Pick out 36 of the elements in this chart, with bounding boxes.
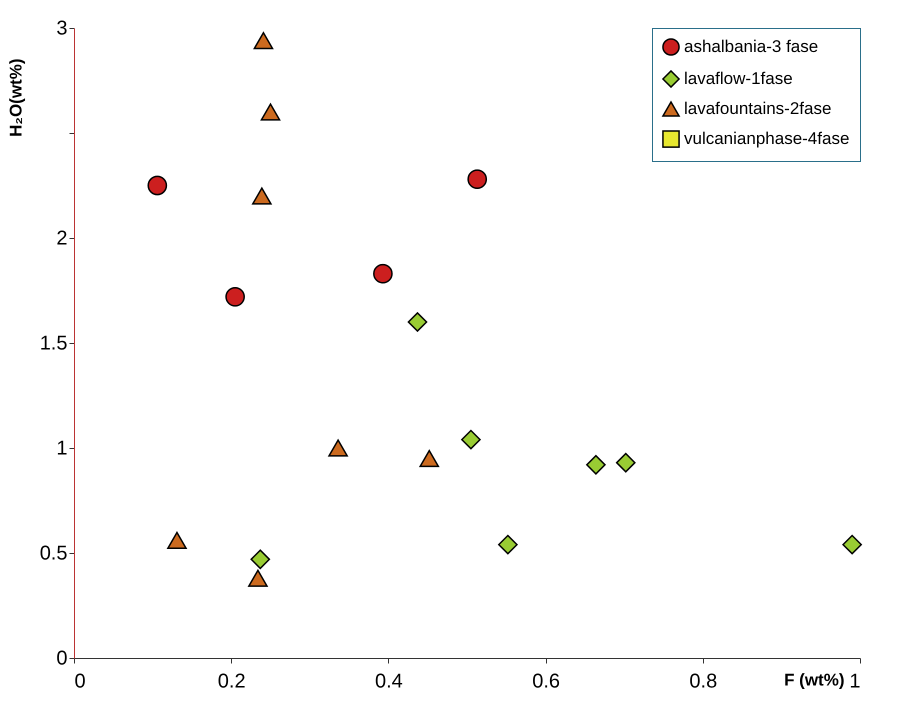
point xyxy=(225,286,245,307)
point xyxy=(250,549,270,570)
point xyxy=(498,534,518,554)
point xyxy=(254,32,274,50)
point xyxy=(373,264,393,284)
point xyxy=(408,312,428,332)
legend-label: ashalbania-3 fase xyxy=(684,37,818,56)
y-tick-label: 0 xyxy=(56,648,68,670)
point xyxy=(167,532,187,550)
point xyxy=(616,452,636,473)
x-axis-title: F (wt%) xyxy=(784,670,844,690)
y-tick-label: 1.5 xyxy=(40,332,68,354)
y-tick-label: 0.5 xyxy=(40,542,68,564)
y-tick-label: 2 xyxy=(56,228,68,250)
point xyxy=(252,187,272,205)
x-tick-label: 0.4 xyxy=(374,670,403,692)
x-tick-label: 0.8 xyxy=(689,670,718,692)
x-tick-label: 0.2 xyxy=(218,670,246,692)
point xyxy=(586,454,606,475)
x-tick-label: 0.6 xyxy=(532,670,560,692)
x-tick-label: 0 xyxy=(74,670,86,692)
point xyxy=(328,439,348,457)
point xyxy=(419,450,440,468)
point xyxy=(842,534,862,554)
legend-label: lavafountains-2fase xyxy=(684,99,832,118)
point xyxy=(260,103,280,121)
x-tick-label: 1 xyxy=(849,670,860,692)
y-tick-label: 1 xyxy=(56,438,68,460)
point xyxy=(248,570,268,587)
point xyxy=(147,176,168,196)
y-tick-label: 3 xyxy=(56,18,68,40)
point xyxy=(461,430,481,450)
point xyxy=(467,169,488,190)
legend-label: lavaflow-1fase xyxy=(684,69,793,88)
legend-label: vulcanianphase-4fase xyxy=(684,129,850,148)
y-axis-title: H₂O(wt%) xyxy=(6,58,26,137)
